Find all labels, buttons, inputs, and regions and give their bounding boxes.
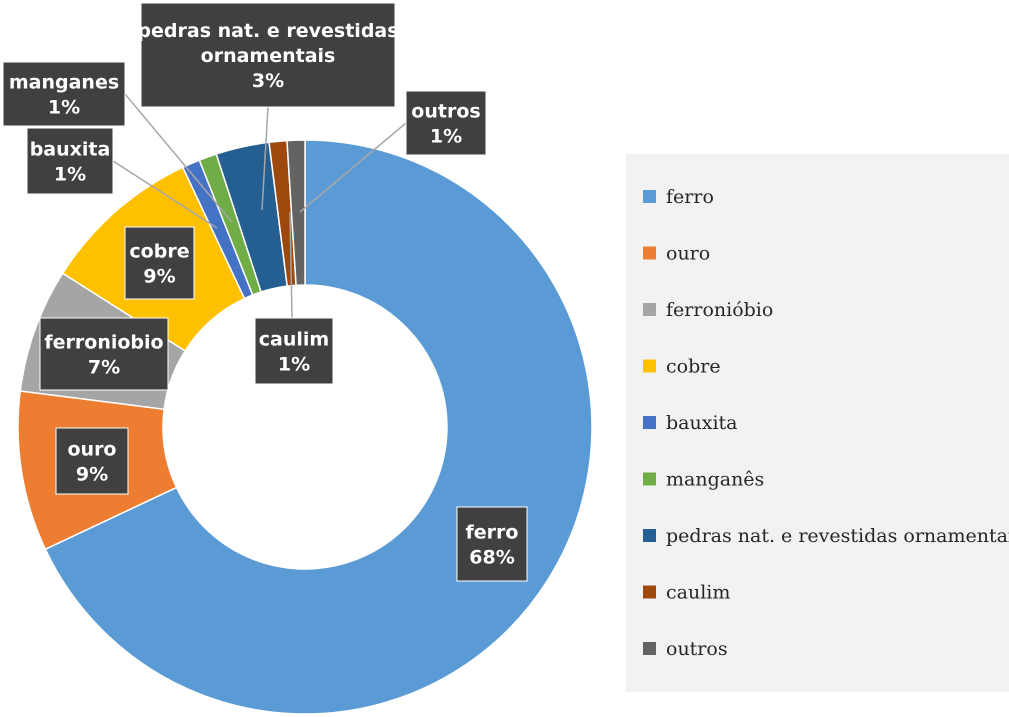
legend-swatch (643, 642, 656, 655)
legend-label: pedras nat. e revestidas ornamentais (666, 525, 1009, 547)
legend-swatch (643, 359, 656, 373)
legend-label: caulim (666, 582, 730, 604)
data-label-cobre: cobre 9% (124, 226, 195, 300)
data-label-ferro: ferro 68% (456, 506, 528, 582)
legend-item-bauxita: bauxita (643, 412, 737, 434)
leader-pedras-nat-e-revestidas-ornamentais (261, 106, 269, 211)
legend-swatch (643, 529, 656, 542)
slice-ferro (44, 139, 593, 715)
legend-label: ferro (666, 186, 714, 208)
legend-frame (626, 154, 1009, 692)
leader-bauxita (112, 160, 218, 229)
legend-swatch (643, 303, 656, 316)
data-label-value: 68% (469, 547, 514, 569)
data-label-box (39, 317, 169, 391)
data-label-name: caulim (259, 329, 329, 351)
data-label-outros: outros 1% (405, 90, 487, 156)
data-label-value: 9% (143, 266, 175, 288)
data-label-bauxita: bauxita 1% (26, 127, 114, 195)
data-label-name: ornamentais (201, 45, 336, 67)
data-label-value: 7% (88, 357, 120, 379)
data-label-name: manganes (9, 72, 119, 94)
data-label-caulim: caulim 1% (254, 317, 334, 385)
legend-item-outros: outros (643, 638, 728, 660)
data-label-pedras-nat-e-revestidas-ornamentais: pedras nat. e revestidas ornamentais 3% (137, 2, 399, 108)
data-label-value: 1% (278, 354, 310, 376)
data-label-ferroniobio: ferroniobio 7% (39, 317, 169, 391)
legend-label: ferronióbio (666, 299, 773, 321)
data-label-value: 1% (48, 97, 80, 119)
data-labels: ferro 68% ouro 9% ferroniobio 7% cobre 9% bauxit… (2, 2, 528, 582)
legend: ferro ouro ferronióbio cobre bauxita manganês… (626, 154, 1009, 692)
data-label-box (55, 427, 129, 495)
data-label-name: ferroniobio (44, 332, 163, 354)
data-label-value: 9% (76, 464, 108, 486)
data-label-box (26, 127, 114, 195)
legend-label: ouro (666, 243, 710, 265)
legend-swatch (643, 190, 656, 203)
leader-caulim (289, 211, 293, 319)
legend-item-caulim: caulim (643, 582, 730, 604)
legend-item-ferro: ferro (643, 186, 714, 208)
data-label-value: 1% (54, 164, 86, 186)
data-label-box (140, 2, 396, 108)
data-label-box (405, 90, 487, 156)
data-label-name: bauxita (30, 139, 111, 161)
legend-swatch (643, 585, 656, 599)
legend-swatch (643, 472, 656, 486)
data-label-name: ferro (466, 522, 519, 544)
data-label-box (254, 317, 334, 385)
legend-label: outros (666, 638, 728, 660)
donut-slices (17, 139, 593, 715)
data-label-value: 1% (430, 126, 462, 148)
data-label-value: 3% (252, 70, 284, 92)
slice-outros (286, 139, 306, 287)
legend-label: manganês (666, 469, 764, 491)
data-label-name: pedras nat. e revestidas (137, 20, 398, 42)
legend-item-pedras-nat-e-revestidas-ornamentais: pedras nat. e revestidas ornamentais (643, 525, 1009, 547)
legend-label: cobre (666, 356, 721, 378)
data-label-name: cobre (129, 241, 189, 263)
leader-outros (299, 122, 407, 213)
legend-swatch (643, 416, 656, 429)
data-label-box (456, 506, 528, 582)
data-label-name: outros (411, 101, 480, 123)
legend-item-cobre: cobre (643, 356, 721, 378)
data-label-box (124, 226, 195, 300)
legend-item-manganes: manganês (643, 469, 764, 491)
legend-label: bauxita (666, 412, 737, 434)
data-label-box (2, 61, 126, 127)
legend-item-ouro: ouro (643, 243, 710, 265)
leader-manganes (124, 93, 233, 223)
label-leader-lines (112, 93, 407, 319)
legend-swatch (643, 246, 656, 260)
data-label-manganes: manganes 1% (2, 61, 126, 127)
legend-item-ferroniobio: ferronióbio (643, 299, 773, 321)
data-label-ouro: ouro 9% (55, 427, 129, 495)
data-label-name: ouro (67, 439, 116, 461)
